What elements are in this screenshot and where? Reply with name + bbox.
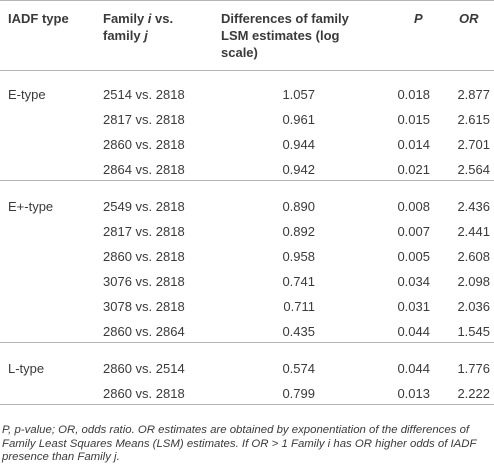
table-cell: 0.961 — [282, 112, 315, 127]
table-cell: 3078 vs. 2818 — [103, 299, 185, 314]
table-cell: 0.890 — [282, 199, 315, 214]
table-cell: 0.944 — [282, 137, 315, 152]
group-rule — [0, 342, 494, 343]
group-label: E-type — [8, 87, 46, 102]
table-cell: 2.036 — [457, 299, 490, 314]
table-cell: 2817 vs. 2818 — [103, 224, 185, 239]
group-rule — [0, 180, 494, 181]
table-cell: 2.441 — [457, 224, 490, 239]
table-cell: 0.044 — [397, 324, 430, 339]
table-cell: 0.711 — [283, 299, 315, 314]
table-cell: 1.057 — [282, 87, 315, 102]
table-cell: 2.877 — [457, 87, 490, 102]
header-cell: Differences of family LSM estimates (log… — [221, 11, 349, 60]
table-cell: 2.615 — [457, 112, 490, 127]
group-label: L-type — [8, 361, 45, 376]
header-text: i — [147, 11, 152, 26]
table-cell: 0.741 — [282, 274, 315, 289]
table-cell: 2817 vs. 2818 — [103, 112, 185, 127]
table-cell: 0.799 — [282, 386, 315, 401]
table-cell: 0.435 — [282, 324, 315, 339]
table-cell: 0.942 — [282, 162, 315, 177]
group-rule — [0, 404, 494, 405]
table-cell: 3076 vs. 2818 — [103, 274, 185, 289]
group-label: E+-type — [8, 199, 54, 214]
header-text: Family — [103, 11, 148, 26]
header-cell: Family i vs. family j — [103, 10, 198, 44]
table-cell: 0.015 — [397, 112, 430, 127]
table-cell: 2.436 — [457, 199, 490, 214]
table-cell: 2860 vs. 2514 — [103, 361, 185, 376]
table-cell: 0.044 — [397, 361, 430, 376]
table-cell: 2.098 — [457, 274, 490, 289]
table-cell: 0.034 — [397, 274, 430, 289]
table-cell: 0.005 — [397, 249, 430, 264]
table-cell: 0.031 — [397, 299, 430, 314]
table-cell: 2.701 — [457, 137, 490, 152]
table-cell: 2860 vs. 2818 — [103, 386, 185, 401]
table-cell: 2.608 — [457, 249, 490, 264]
table-cell: 0.013 — [397, 386, 430, 401]
table-cell: 2549 vs. 2818 — [103, 199, 185, 214]
table-cell: 0.008 — [397, 199, 430, 214]
table-cell: 0.007 — [397, 224, 430, 239]
table-cell: 2860 vs. 2818 — [103, 249, 185, 264]
table-cell: 0.014 — [397, 137, 430, 152]
table-cell: 2.222 — [457, 386, 490, 401]
table-cell: 0.892 — [282, 224, 315, 239]
header-text: j — [144, 28, 148, 43]
table-cell: 0.018 — [397, 87, 430, 102]
table-cell: 1.545 — [457, 324, 490, 339]
table-cell: 2514 vs. 2818 — [103, 87, 185, 102]
table-cell: 2860 vs. 2818 — [103, 137, 185, 152]
header-cell: OR — [459, 11, 479, 26]
table-cell: 2860 vs. 2864 — [103, 324, 185, 339]
footnote: P, p-value; OR, odds ratio. OR estimates… — [2, 424, 477, 464]
header-text: vs. family — [103, 11, 174, 43]
header-cell: P — [414, 11, 423, 26]
table-cell: 2.564 — [457, 162, 490, 177]
table-cell: 2864 vs. 2818 — [103, 162, 185, 177]
header-cell: IADF type — [8, 11, 69, 26]
table-cell: 0.958 — [282, 249, 315, 264]
table-cell: 0.021 — [397, 162, 430, 177]
top-rule — [0, 0, 494, 1]
table-cell: 1.776 — [457, 361, 490, 376]
header-rule — [0, 70, 494, 71]
table-cell: 0.574 — [282, 361, 315, 376]
